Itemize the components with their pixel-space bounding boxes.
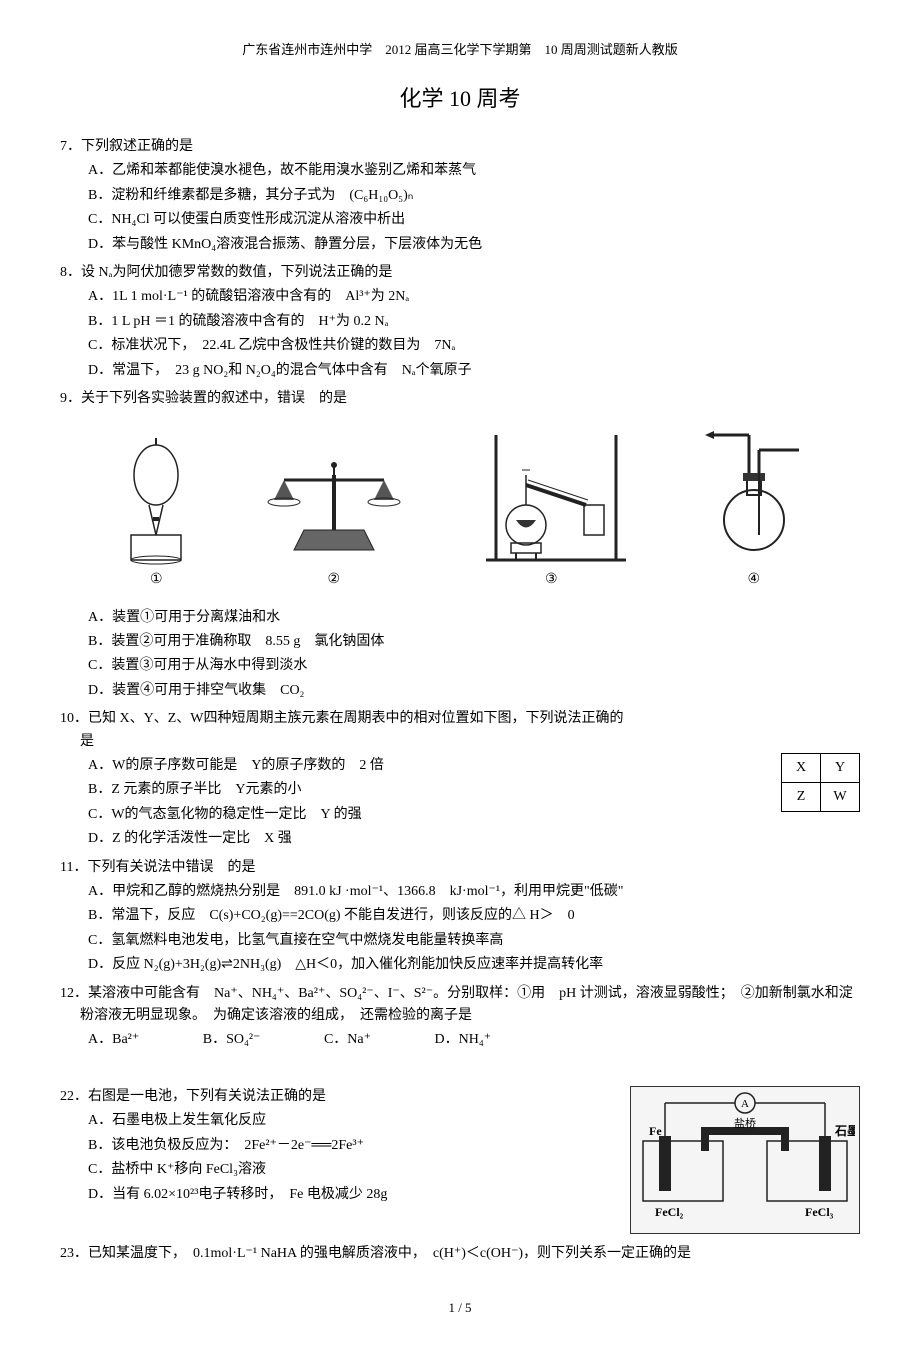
q12-option-a: A．Ba²⁺ [88, 1029, 139, 1051]
apparatus-2: ② [264, 455, 404, 591]
q8-stem: 8．设 Nₐ为阿伏加德罗常数的数值，下列说法正确的是 [60, 262, 860, 284]
question-22: A 盐桥 Fe 石墨 FeCl₂ FeCl₃ 22．右图是一电池，下列有关说法正… [60, 1086, 860, 1234]
periodic-position-table: X Y Z W [781, 753, 860, 812]
q8-option-c: C．标准状况下， 22.4L 乙烷中含极性共价键的数目为 7Nₐ [88, 335, 860, 357]
q9-option-b: B．装置②可用于准确称取 8.55 g 氯化钠固体 [88, 631, 860, 653]
q7-option-b: B．淀粉和纤维素都是多糖，其分子式为 (C₆H₁₀O₅)ₙ [88, 185, 860, 207]
apparatus-4-label: ④ [747, 569, 760, 591]
q12-option-b: B．SO₄²⁻ [203, 1029, 261, 1051]
page-header: 广东省连州市连州中学 2012 届高三化学下学期第 10 周周测试题新人教版 [60, 40, 860, 61]
salt-bridge-label: 盐桥 [734, 1117, 756, 1130]
q10-option-c: C．W的气态氢化物的稳定性一定比 Y 的强 [88, 804, 860, 826]
fecl2-label: FeCl₂ [655, 1205, 684, 1219]
q10-option-a: A．W的原子序数可能是 Y的原子序数的 2 倍 [88, 755, 860, 777]
q23-stem: 23．已知某温度下， 0.1mol·L⁻¹ NaHA 的强电解质溶液中， c(H… [80, 1240, 860, 1268]
question-12: 12．某溶液中可能含有 Na⁺、NH₄⁺、Ba²⁺、SO₄²⁻、I⁻、S²⁻。分… [60, 983, 860, 1052]
q7-option-c: C．NH₄Cl 可以使蛋白质变性形成沉淀从溶液中析出 [88, 209, 860, 231]
q9-stem: 9．关于下列各实验装置的叙述中，错误 的是 [60, 388, 860, 410]
apparatus-3: ③ [466, 425, 636, 591]
q12-option-c: C．Na⁺ [324, 1029, 371, 1051]
ammeter-label: A [741, 1098, 749, 1110]
balance-scale-icon [264, 455, 404, 565]
q7-option-a: A．乙烯和苯都能使溴水褪色，故不能用溴水鉴别乙烯和苯蒸气 [88, 160, 860, 182]
fecl3-label: FeCl₃ [805, 1205, 834, 1219]
q8-option-b: B．1 L pH ＝1 的硫酸溶液中含有的 H⁺为 0.2 Nₐ [88, 311, 860, 333]
cell-z: Z [782, 783, 821, 812]
cell-y: Y [821, 754, 860, 783]
q9-option-c: C．装置③可用于从海水中得到淡水 [88, 655, 860, 677]
q9-option-d: D．装置④可用于排空气收集 CO₂ [88, 680, 860, 702]
gas-collection-icon [699, 425, 809, 565]
distillation-icon [466, 425, 636, 565]
q8-option-a: A．1L 1 mol·L⁻¹ 的硫酸铝溶液中含有的 Al³⁺为 2Nₐ [88, 286, 860, 308]
q10-option-d: D．Z 的化学活泼性一定比 X 强 [88, 828, 860, 850]
apparatus-1: ① [111, 435, 201, 591]
q9-option-a: A．装置①可用于分离煤油和水 [88, 607, 860, 629]
fe-electrode-label: Fe [649, 1124, 662, 1138]
question-7: 7．下列叙述正确的是 A．乙烯和苯都能使溴水褪色，故不能用溴水鉴别乙烯和苯蒸气 … [60, 136, 860, 256]
question-9: 9．关于下列各实验装置的叙述中，错误 的是 ① [60, 388, 860, 702]
battery-diagram: A 盐桥 Fe 石墨 FeCl₂ FeCl₃ [630, 1086, 860, 1234]
q11-option-a: A．甲烷和乙醇的燃烧热分别是 891.0 kJ ·mol⁻¹、1366.8 kJ… [88, 881, 860, 903]
separating-funnel-icon [111, 435, 201, 565]
question-11: 11．下列有关说法中错误 的是 A．甲烷和乙醇的燃烧热分别是 891.0 kJ … [60, 857, 860, 977]
battery-cell-icon: A 盐桥 Fe 石墨 FeCl₂ FeCl₃ [635, 1091, 855, 1221]
apparatus-1-label: ① [150, 569, 163, 591]
cell-w: W [821, 783, 860, 812]
q11-option-d: D．反应 N₂(g)+3H₂(g)⇌2NH₃(g) △H＜0，加入催化剂能加快反… [88, 954, 860, 976]
q12-option-d: D．NH₄⁺ [435, 1029, 492, 1051]
question-8: 8．设 Nₐ为阿伏加德罗常数的数值，下列说法正确的是 A．1L 1 mol·L⁻… [60, 262, 860, 382]
q10-stem: 10．已知 X、Y、Z、W四种短周期主族元素在周期表中的相对位置如下图，下列说法… [60, 708, 860, 730]
apparatus-3-label: ③ [545, 569, 558, 591]
graphite-label: 石墨 [834, 1124, 855, 1138]
q10-stem-2: 是 [80, 731, 860, 753]
q12-stem: 12．某溶液中可能含有 Na⁺、NH₄⁺、Ba²⁺、SO₄²⁻、I⁻、S²⁻。分… [80, 983, 860, 1028]
q11-stem: 11．下列有关说法中错误 的是 [60, 857, 860, 879]
q9-apparatus-row: ① ② [80, 425, 840, 591]
q11-option-c: C．氢氧燃料电池发电，比氢气直接在空气中燃烧发电能量转换率高 [88, 930, 860, 952]
q8-option-d: D．常温下， 23 g NO₂和 N₂O₄的混合气体中含有 Nₐ个氧原子 [88, 360, 860, 382]
q7-stem: 7．下列叙述正确的是 [60, 136, 860, 158]
q12-options-row: A．Ba²⁺ B．SO₄²⁻ C．Na⁺ D．NH₄⁺ [88, 1029, 860, 1051]
cell-x: X [782, 754, 821, 783]
apparatus-4: ④ [699, 425, 809, 591]
q7-option-d: D．苯与酸性 KMnO₄溶液混合振荡、静置分层，下层液体为无色 [88, 234, 860, 256]
page-footer: 1 / 5 [60, 1298, 860, 1319]
apparatus-2-label: ② [327, 569, 340, 591]
q10-option-b: B．Z 元素的原子半比 Y元素的小 [88, 779, 860, 801]
page-title: 化学 10 周考 [60, 81, 860, 116]
question-23: 23．已知某温度下， 0.1mol·L⁻¹ NaHA 的强电解质溶液中， c(H… [60, 1240, 860, 1268]
q11-option-b: B．常温下，反应 C(s)+CO₂(g)==2CO(g) 不能自发进行，则该反应… [88, 905, 860, 927]
question-10: 10．已知 X、Y、Z、W四种短周期主族元素在周期表中的相对位置如下图，下列说法… [60, 708, 860, 850]
